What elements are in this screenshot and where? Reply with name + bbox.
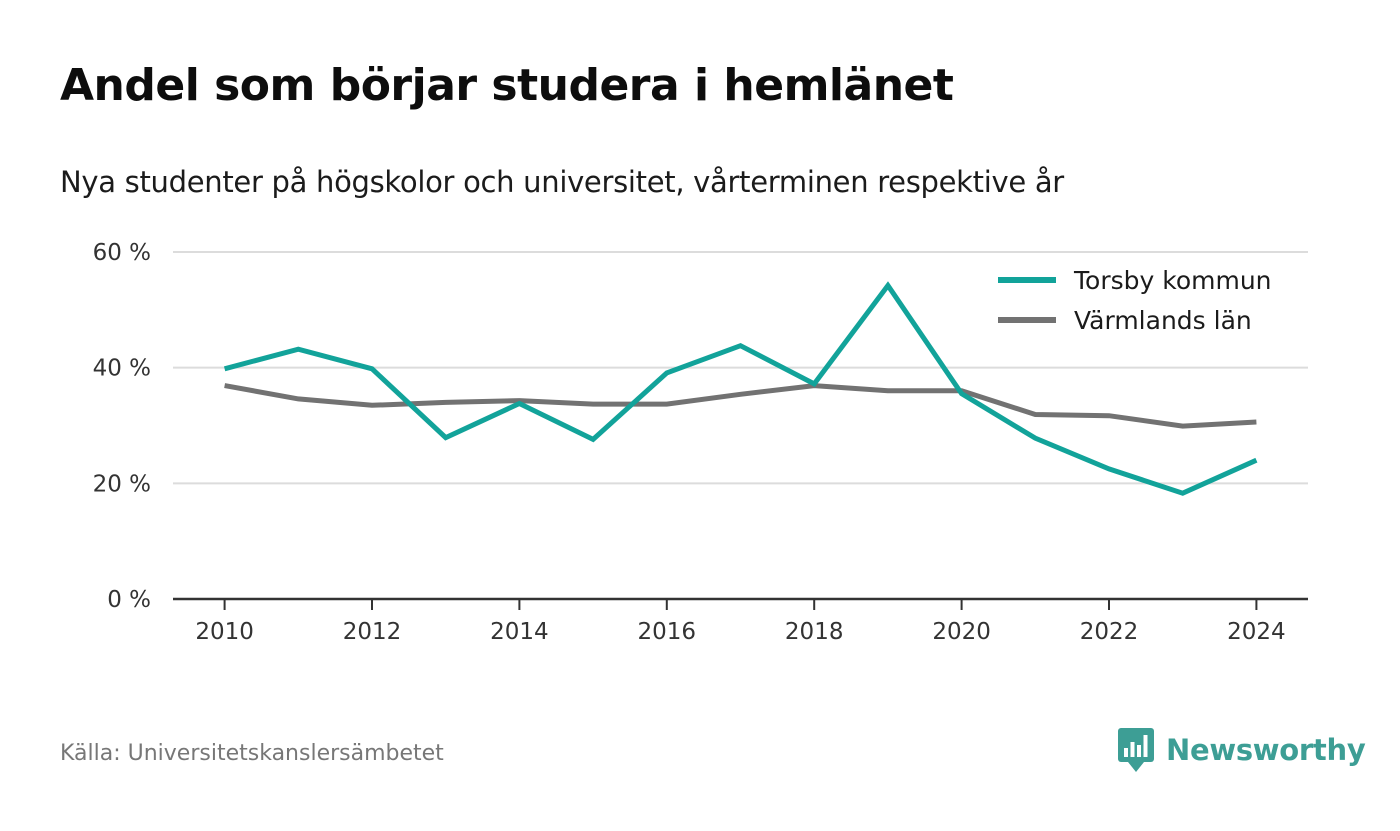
y-tick-label: 0 % [107,587,151,613]
x-tick-label: 2022 [1080,619,1139,645]
legend: Torsby kommun Värmlands län [998,266,1272,335]
y-tick-label: 60 % [93,240,151,266]
y-tick-label: 20 % [93,471,151,497]
brand-logo: Newsworthy [1118,727,1366,773]
source-note: Källa: Universitetskanslersämbetet [60,741,444,766]
legend-label: Torsby kommun [1073,266,1272,295]
series-line-0 [223,281,1258,496]
x-tick-label: 2012 [343,619,402,645]
y-tick-label: 40 % [93,356,151,382]
x-tick-label: 2016 [638,619,697,645]
newsworthy-logo-icon [1118,728,1154,772]
chart-subtitle: Nya studenter på högskolor och universit… [60,165,1064,199]
x-tick-label: 2018 [785,619,844,645]
x-tick-label: 2010 [195,619,254,645]
series-lines [223,281,1258,496]
series-line-1 [224,383,1257,429]
x-tick-label: 2024 [1227,619,1286,645]
x-tick-label: 2020 [932,619,991,645]
axes: 0 % 20 % 40 % 60 % 2010 2012 2014 2016 2018 2020 2… [93,240,1308,645]
brand-name: Newsworthy [1166,733,1366,767]
x-tick-label: 2014 [490,619,549,645]
legend-label: Värmlands län [1074,306,1252,335]
chart-title: Andel som börjar studera i hemlänet [60,60,954,111]
